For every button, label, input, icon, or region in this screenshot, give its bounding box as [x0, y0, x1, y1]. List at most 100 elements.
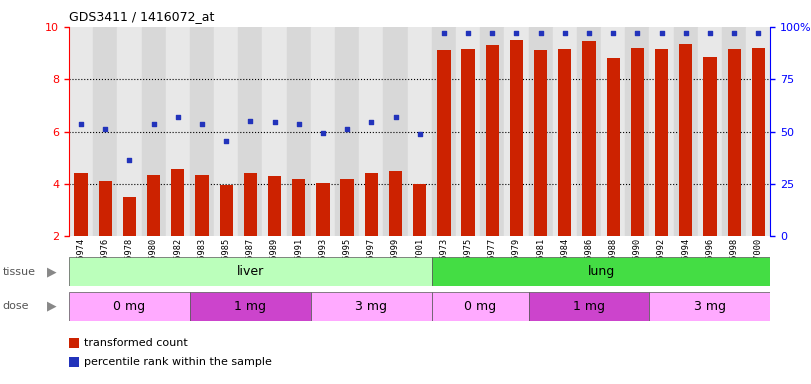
Bar: [311, 27, 335, 236]
Point: [389, 114, 402, 120]
Bar: [99, 181, 112, 236]
Text: 0 mg: 0 mg: [114, 300, 145, 313]
Bar: [582, 41, 595, 236]
Point: [534, 30, 547, 36]
Text: 0 mg: 0 mg: [464, 300, 496, 313]
Bar: [93, 27, 118, 236]
Bar: [577, 27, 601, 236]
Bar: [431, 257, 770, 286]
Text: transformed count: transformed count: [84, 338, 187, 348]
Text: liver: liver: [237, 265, 264, 278]
Text: percentile rank within the sample: percentile rank within the sample: [84, 357, 272, 367]
Text: 1 mg: 1 mg: [234, 300, 266, 313]
Bar: [190, 292, 311, 321]
Bar: [650, 292, 770, 321]
Text: dose: dose: [2, 301, 29, 311]
Bar: [504, 27, 529, 236]
Point: [510, 30, 523, 36]
Bar: [727, 49, 740, 236]
Bar: [365, 174, 378, 236]
Bar: [601, 27, 625, 236]
Text: 3 mg: 3 mg: [355, 300, 388, 313]
Bar: [141, 27, 165, 236]
Point: [486, 30, 499, 36]
Bar: [461, 49, 474, 236]
Text: tissue: tissue: [2, 266, 36, 277]
Point: [268, 119, 281, 126]
Bar: [238, 27, 263, 236]
Bar: [558, 49, 572, 236]
Point: [341, 126, 354, 132]
Bar: [529, 292, 650, 321]
Bar: [674, 27, 698, 236]
Text: 3 mg: 3 mg: [694, 300, 726, 313]
Bar: [122, 197, 136, 236]
Bar: [220, 185, 233, 236]
Point: [99, 126, 112, 132]
Point: [752, 30, 765, 36]
Bar: [413, 184, 427, 236]
Bar: [316, 182, 329, 236]
Point: [220, 137, 233, 144]
Bar: [69, 27, 93, 236]
Bar: [384, 27, 408, 236]
Bar: [214, 27, 238, 236]
Bar: [631, 48, 644, 236]
Bar: [703, 57, 717, 236]
Bar: [341, 179, 354, 236]
Text: ▶: ▶: [47, 265, 57, 278]
Point: [413, 131, 427, 137]
Bar: [311, 292, 431, 321]
Bar: [388, 171, 402, 236]
Point: [582, 30, 595, 36]
Bar: [431, 292, 529, 321]
Bar: [69, 257, 431, 286]
Bar: [746, 27, 770, 236]
Point: [461, 30, 474, 36]
Bar: [655, 49, 668, 236]
Bar: [722, 27, 746, 236]
Point: [195, 121, 208, 127]
Bar: [286, 27, 311, 236]
Bar: [268, 176, 281, 236]
Bar: [698, 27, 722, 236]
Bar: [534, 50, 547, 236]
Point: [631, 30, 644, 36]
Bar: [625, 27, 650, 236]
Bar: [456, 27, 480, 236]
Bar: [650, 27, 674, 236]
Bar: [529, 27, 553, 236]
Bar: [195, 175, 208, 236]
Point: [244, 118, 257, 124]
Point: [558, 30, 571, 36]
Bar: [244, 174, 257, 236]
Bar: [408, 27, 431, 236]
Bar: [359, 27, 384, 236]
Point: [75, 121, 88, 127]
Point: [437, 30, 450, 36]
Bar: [69, 292, 190, 321]
Point: [147, 121, 160, 127]
Bar: [292, 179, 306, 236]
Point: [292, 121, 305, 127]
Bar: [431, 27, 456, 236]
Text: ▶: ▶: [47, 300, 57, 313]
Bar: [752, 48, 765, 236]
Text: lung: lung: [587, 265, 615, 278]
Point: [316, 130, 329, 136]
Bar: [165, 27, 190, 236]
Point: [680, 30, 693, 36]
Point: [365, 119, 378, 126]
Bar: [679, 44, 693, 236]
Bar: [335, 27, 359, 236]
Point: [655, 30, 668, 36]
Bar: [75, 174, 88, 236]
Bar: [480, 27, 504, 236]
Point: [703, 30, 716, 36]
Bar: [171, 169, 184, 236]
Text: 1 mg: 1 mg: [573, 300, 605, 313]
Text: GDS3411 / 1416072_at: GDS3411 / 1416072_at: [69, 10, 214, 23]
Bar: [486, 45, 499, 236]
Point: [123, 157, 136, 163]
Bar: [147, 175, 161, 236]
